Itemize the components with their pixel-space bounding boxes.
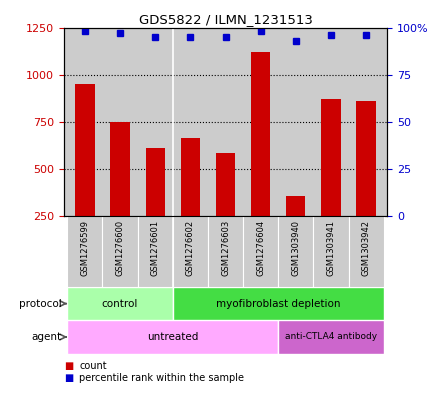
- Bar: [103, 216, 138, 287]
- Bar: [278, 320, 384, 354]
- Text: myofibroblast depletion: myofibroblast depletion: [216, 299, 341, 309]
- Text: GSM1276601: GSM1276601: [150, 220, 160, 276]
- Text: count: count: [79, 361, 107, 371]
- Bar: [356, 101, 376, 216]
- Text: control: control: [102, 299, 138, 309]
- Bar: [67, 216, 103, 287]
- Bar: [110, 122, 130, 216]
- Text: GSM1276602: GSM1276602: [186, 220, 195, 276]
- Bar: [181, 138, 200, 216]
- Bar: [75, 84, 95, 216]
- Bar: [286, 196, 305, 216]
- Bar: [243, 216, 278, 287]
- Title: GDS5822 / ILMN_1231513: GDS5822 / ILMN_1231513: [139, 13, 312, 26]
- Bar: [173, 216, 208, 287]
- Bar: [138, 216, 173, 287]
- Bar: [67, 320, 278, 354]
- Text: GSM1276604: GSM1276604: [256, 220, 265, 276]
- Text: GSM1276600: GSM1276600: [116, 220, 125, 276]
- Text: percentile rank within the sample: percentile rank within the sample: [79, 373, 244, 383]
- Bar: [216, 153, 235, 216]
- Text: ■: ■: [64, 373, 73, 383]
- Text: GSM1276599: GSM1276599: [81, 220, 89, 275]
- Text: GSM1303942: GSM1303942: [362, 220, 370, 275]
- Bar: [321, 99, 341, 216]
- Bar: [67, 287, 173, 320]
- Text: anti-CTLA4 antibody: anti-CTLA4 antibody: [285, 332, 377, 342]
- Bar: [278, 216, 313, 287]
- Text: untreated: untreated: [147, 332, 198, 342]
- Text: ■: ■: [64, 361, 73, 371]
- Bar: [348, 216, 384, 287]
- Text: GSM1303941: GSM1303941: [326, 220, 335, 275]
- Bar: [146, 148, 165, 216]
- Bar: [173, 287, 384, 320]
- Text: GSM1276603: GSM1276603: [221, 220, 230, 276]
- Text: agent: agent: [32, 332, 62, 342]
- Text: GSM1303940: GSM1303940: [291, 220, 301, 275]
- Bar: [251, 52, 270, 216]
- Bar: [313, 216, 348, 287]
- Text: protocol: protocol: [19, 299, 62, 309]
- Bar: [208, 216, 243, 287]
